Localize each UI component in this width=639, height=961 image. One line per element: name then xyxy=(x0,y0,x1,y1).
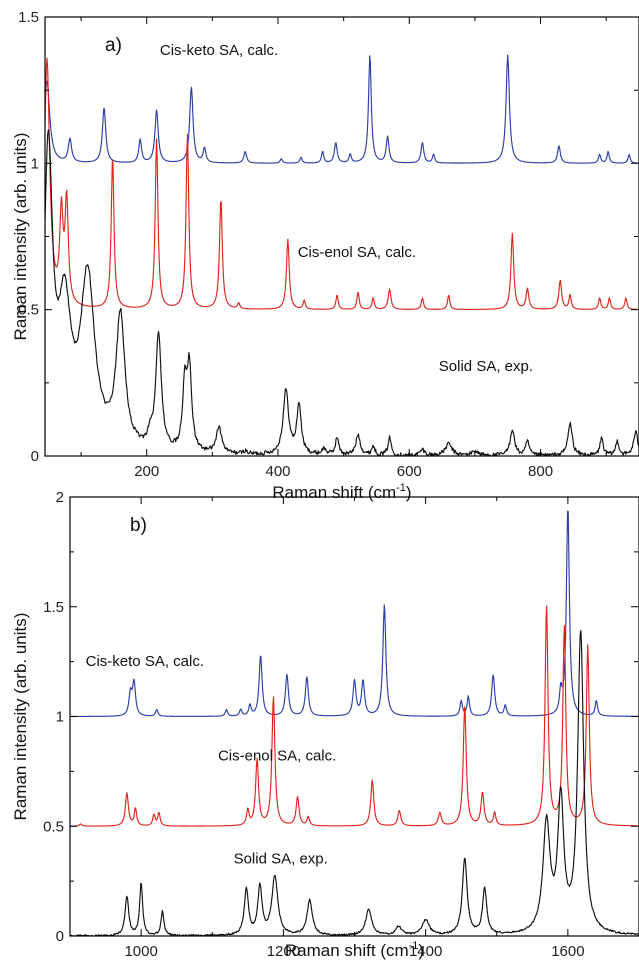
panel-a-annotation-enol: Cis-enol SA, calc. xyxy=(298,244,416,261)
panel-b-label: b) xyxy=(130,515,147,536)
panel-a-y-axis-title: Raman intensity (arb. units) xyxy=(11,133,30,341)
panel-b-annotation-enol: Cis-enol SA, calc. xyxy=(218,747,336,764)
panel-b-y-tick-label: 1.5 xyxy=(43,599,64,616)
panel-a-annotation-keto: Cis-keto SA, calc. xyxy=(160,42,278,59)
panel-b-x-tick-label: 1200 xyxy=(267,943,300,960)
x-axis-title-main: Raman shift (cm xyxy=(272,483,396,502)
panel-b-series-solid-line xyxy=(70,630,639,936)
panel-b-chart: 1000 1200 1400 1600 0 0.5 1 1.5 2 Raman shift (cm… xyxy=(11,489,639,960)
panel-a-x-tick-label: 800 xyxy=(528,463,553,480)
panel-a-y-tick-label: 1 xyxy=(31,155,39,172)
panel-a-annotation-solid: Solid SA, exp. xyxy=(439,358,533,375)
x-axis-title-main: Raman shift (cm xyxy=(285,941,409,960)
x-axis-title-superscript: -1 xyxy=(409,940,419,952)
panel-b-x-tick-label: 1600 xyxy=(551,943,584,960)
panel-b-x-tick-label: 1000 xyxy=(124,943,157,960)
panel-b-annotation-keto: Cis-keto SA, calc. xyxy=(86,653,204,670)
panel-a-label: a) xyxy=(105,35,122,56)
panel-b-plot-area xyxy=(70,510,639,936)
panel-a-series-enol-line xyxy=(45,57,639,311)
panel-a-y-tick-label: 1.5 xyxy=(18,9,39,26)
panel-a-series-keto-line xyxy=(45,54,639,164)
panel-a-x-tick-label: 600 xyxy=(397,463,422,480)
panel-b-plot-frame xyxy=(69,496,639,937)
panel-b-y-tick-label: 0 xyxy=(56,928,64,945)
panel-a-plot-frame xyxy=(44,16,639,457)
panel-a-y-tick-label: 0.5 xyxy=(18,302,39,319)
panel-a-x-tick-label: 200 xyxy=(134,463,159,480)
panel-a-x-tick-label: 400 xyxy=(265,463,290,480)
panel-b-series-keto-line xyxy=(70,510,639,718)
x-axis-title-superscript: -1 xyxy=(396,482,406,494)
panel-a-plot-area xyxy=(45,54,639,456)
panel-b-y-tick-label: 2 xyxy=(56,489,64,506)
panel-b-y-tick-label: 0.5 xyxy=(43,818,64,835)
panel-a-series-solid-line xyxy=(45,129,639,456)
panel-b-y-axis-title: Raman intensity (arb. units) xyxy=(11,613,30,821)
panel-b-x-tick-label: 1400 xyxy=(409,943,442,960)
panel-a-x-axis-title: Raman shift (cm-1) xyxy=(272,482,411,502)
panel-b-annotation-solid: Solid SA, exp. xyxy=(234,851,328,868)
panel-a-y-tick-label: 0 xyxy=(31,448,39,465)
x-axis-title-tail: ) xyxy=(406,483,412,502)
panel-b-series-enol-line xyxy=(70,605,639,827)
panel-b-x-axis-title: Raman shift (cm-1) xyxy=(285,940,424,960)
x-axis-title-tail: ) xyxy=(418,941,424,960)
panel-b-y-tick-label: 1 xyxy=(56,709,64,726)
